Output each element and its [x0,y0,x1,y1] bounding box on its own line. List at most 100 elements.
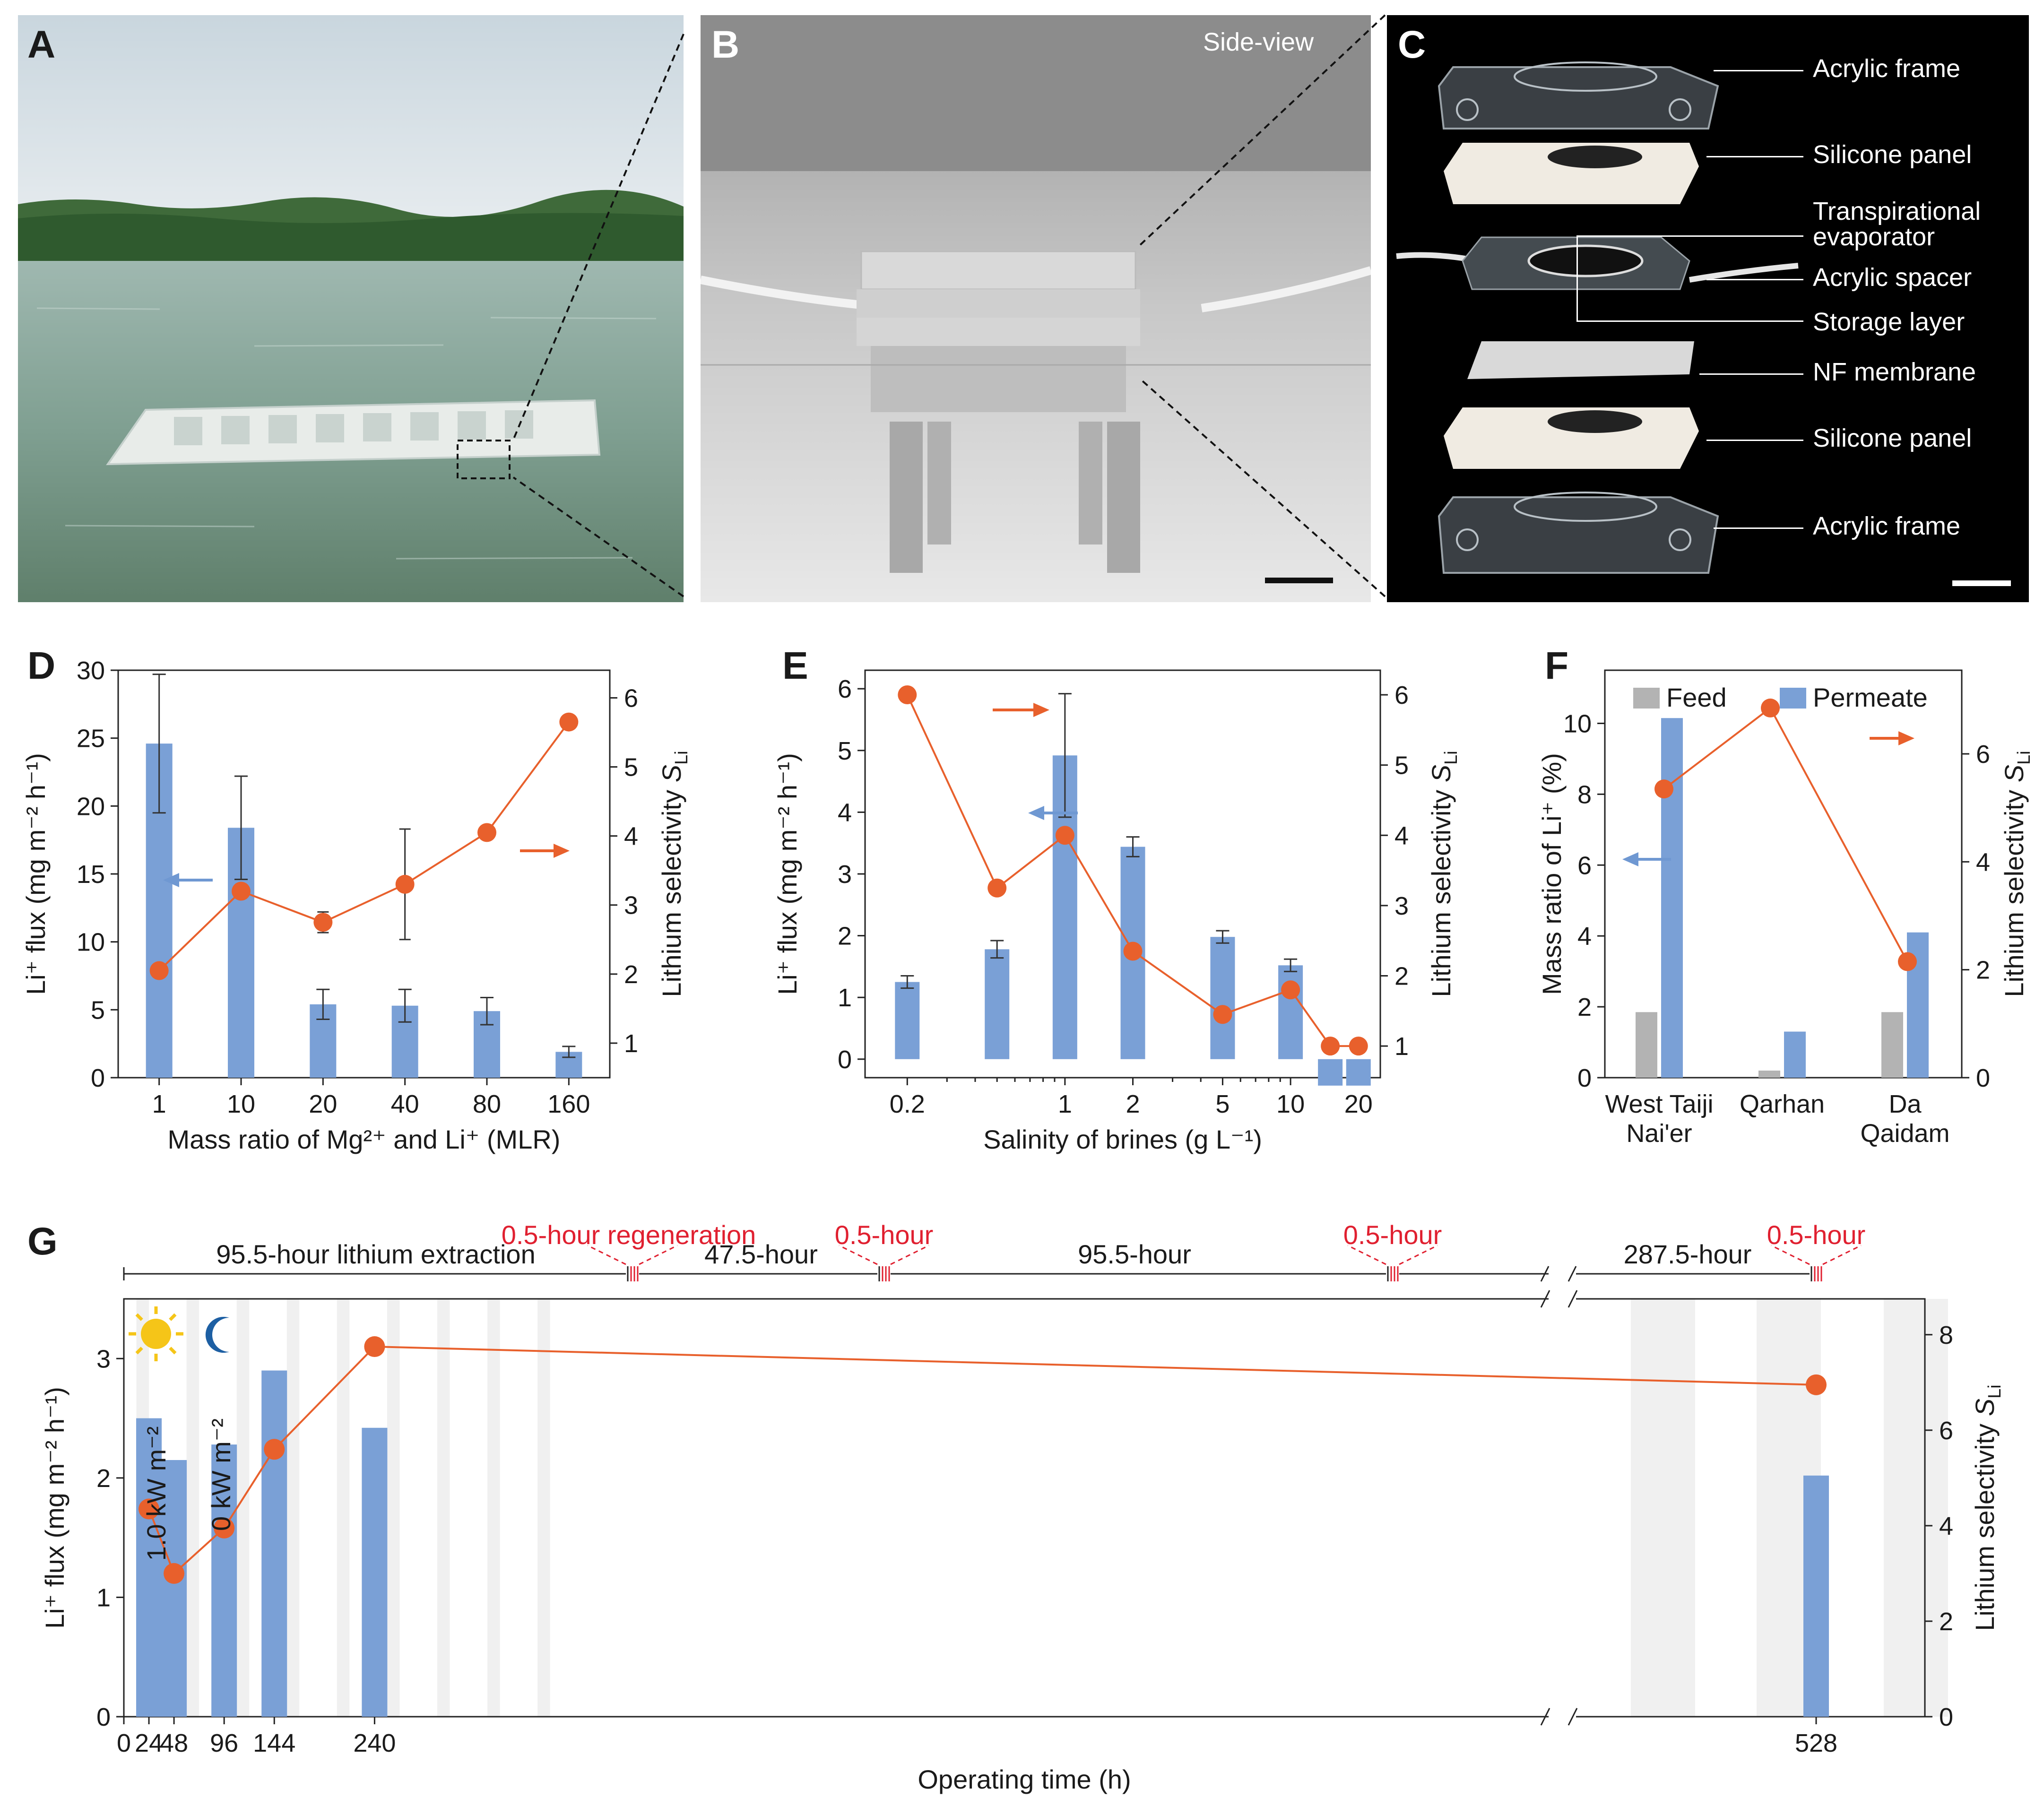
arrow-right-axis [520,844,570,858]
x-tick-label: 96 [210,1729,238,1757]
selectivity-point [313,913,333,932]
leader-transpirational-evaporator [1576,235,1803,237]
y-axis-label: Li⁺ flux (mg m⁻² h⁻¹) [772,753,802,995]
bar-li-flux [1803,1475,1829,1717]
y2-axis-label: Lithium selectivity SLi [657,751,692,997]
y-tick-label: 8 [1577,780,1592,809]
regeneration-label-4: 0.5-hour [1767,1220,1866,1250]
bar-li-flux [1278,965,1303,1059]
bar-feed [1758,1071,1780,1078]
y-tick-label: 3 [838,860,852,889]
leader-evaporator-drop [1576,235,1578,320]
selectivity-point [559,712,579,732]
selectivity-point [232,882,251,901]
panel-label-a: A [27,23,56,66]
y-tick-label: 25 [77,725,105,753]
scale-bar-c [1952,580,2011,586]
y2-tick-label: 6 [1394,681,1409,709]
y-tick-label: 4 [838,798,852,827]
x-tick-label: 5 [1215,1090,1230,1118]
spacer-layer [1396,236,1799,290]
legend-label-permeate: Permeate [1813,683,1928,712]
y-tick-label: 6 [1577,851,1592,880]
y-tick-label: 30 [77,657,105,685]
leader-silicone-panel-top [1706,156,1803,157]
arrow-right-axis [993,703,1049,717]
x-tick-label: Qaidam [1860,1119,1949,1148]
x-tick-label: Da [1888,1090,1922,1118]
axis-break-mark [1540,1708,1550,1726]
label-evaporator: evaporator [1813,223,1935,251]
light-label-day: 1.0 kW m⁻² [141,1426,171,1561]
leader-nf-membrane [1699,373,1803,375]
y2-tick-label: 2 [624,960,638,989]
arrow-right-axis [1870,731,1914,745]
night-band [337,1299,350,1717]
legend-swatch-permeate [1780,688,1806,709]
bar-li-flux [1318,1059,1343,1086]
x-tick-label: 1 [1058,1090,1072,1118]
y2-tick-label: 2 [1976,956,1990,985]
x-tick-label: 48 [160,1729,188,1757]
axis-break-mark [1568,1290,1578,1308]
label-silicone-panel-top: Silicone panel [1813,140,1972,169]
y-tick-label: 1 [96,1583,111,1612]
arrow-left-axis [1622,852,1671,866]
selectivity-point [139,1498,160,1520]
x-tick-label: 240 [353,1729,396,1757]
y2-tick-label: 1 [1394,1032,1409,1061]
sun-icon [129,1306,183,1361]
label-transpirational: Transpirational [1813,197,1981,225]
y-tick-label: 5 [838,737,852,765]
selectivity-point [1898,952,1917,971]
selectivity-point [1761,698,1780,717]
y-tick-label: 5 [91,996,105,1024]
bar-li-flux [362,1427,388,1717]
leader-storage-layer [1576,320,1803,322]
selectivity-point [1321,1037,1340,1056]
legend-label-feed: Feed [1666,683,1727,712]
y-tick-label: 0 [91,1064,105,1092]
arrow-left-axis [1028,806,1078,820]
side-view-label: Side-view [1203,28,1314,56]
y2-tick-label: 8 [1939,1321,1953,1349]
x-tick-label: 144 [253,1729,295,1757]
y2-tick-label: 2 [1939,1608,1953,1636]
chart-e-salinity: 0 1 2 3 4 5 6 1 2 3 4 5 6 0.2 1 2 5 10 20 Salinity of brine… [772,669,1461,1154]
timeline-segment-1: 95.5-hour lithium extraction [216,1239,535,1269]
x-tick-label: 24 [135,1729,163,1757]
y2-tick-label: 5 [624,753,638,782]
legend-swatch-feed [1633,688,1660,709]
selectivity-point [987,878,1007,898]
moon-icon [205,1317,229,1353]
selectivity-point [149,961,169,980]
regeneration-marker [1771,1245,1862,1281]
y2-axis-label: Lithium selectivity SLi [1426,751,1461,997]
y2-tick-label: 0 [1976,1064,1990,1092]
selectivity-point [1281,980,1300,1000]
y-tick-label: 4 [1577,922,1592,951]
label-acrylic-frame-bottom: Acrylic frame [1813,512,1961,540]
x-tick-label: 20 [1344,1090,1373,1118]
y2-tick-label: 4 [1939,1512,1953,1540]
bar-li-flux [161,1460,187,1717]
leader-acrylic-spacer [1706,279,1803,280]
panel-label-c: C [1398,23,1426,66]
y-tick-label: 3 [96,1345,111,1373]
x-tick-label: 0 [117,1729,131,1757]
panel-label-b: B [711,23,740,66]
night-band [387,1299,400,1717]
acrylic-frame-top [1438,61,1719,130]
scale-bar-b [1265,578,1333,583]
plot-frame-left [123,1298,1549,1718]
y2-tick-label: 6 [624,684,638,712]
night-band [487,1299,500,1717]
y-tick-label: 10 [1563,709,1592,738]
acrylic-frame-bottom [1438,492,1719,574]
photo-device-side-view [701,15,1371,602]
label-nf-membrane: NF membrane [1813,358,1976,386]
panel-label-e: E [782,644,808,687]
y2-tick-label: 6 [1939,1417,1953,1445]
